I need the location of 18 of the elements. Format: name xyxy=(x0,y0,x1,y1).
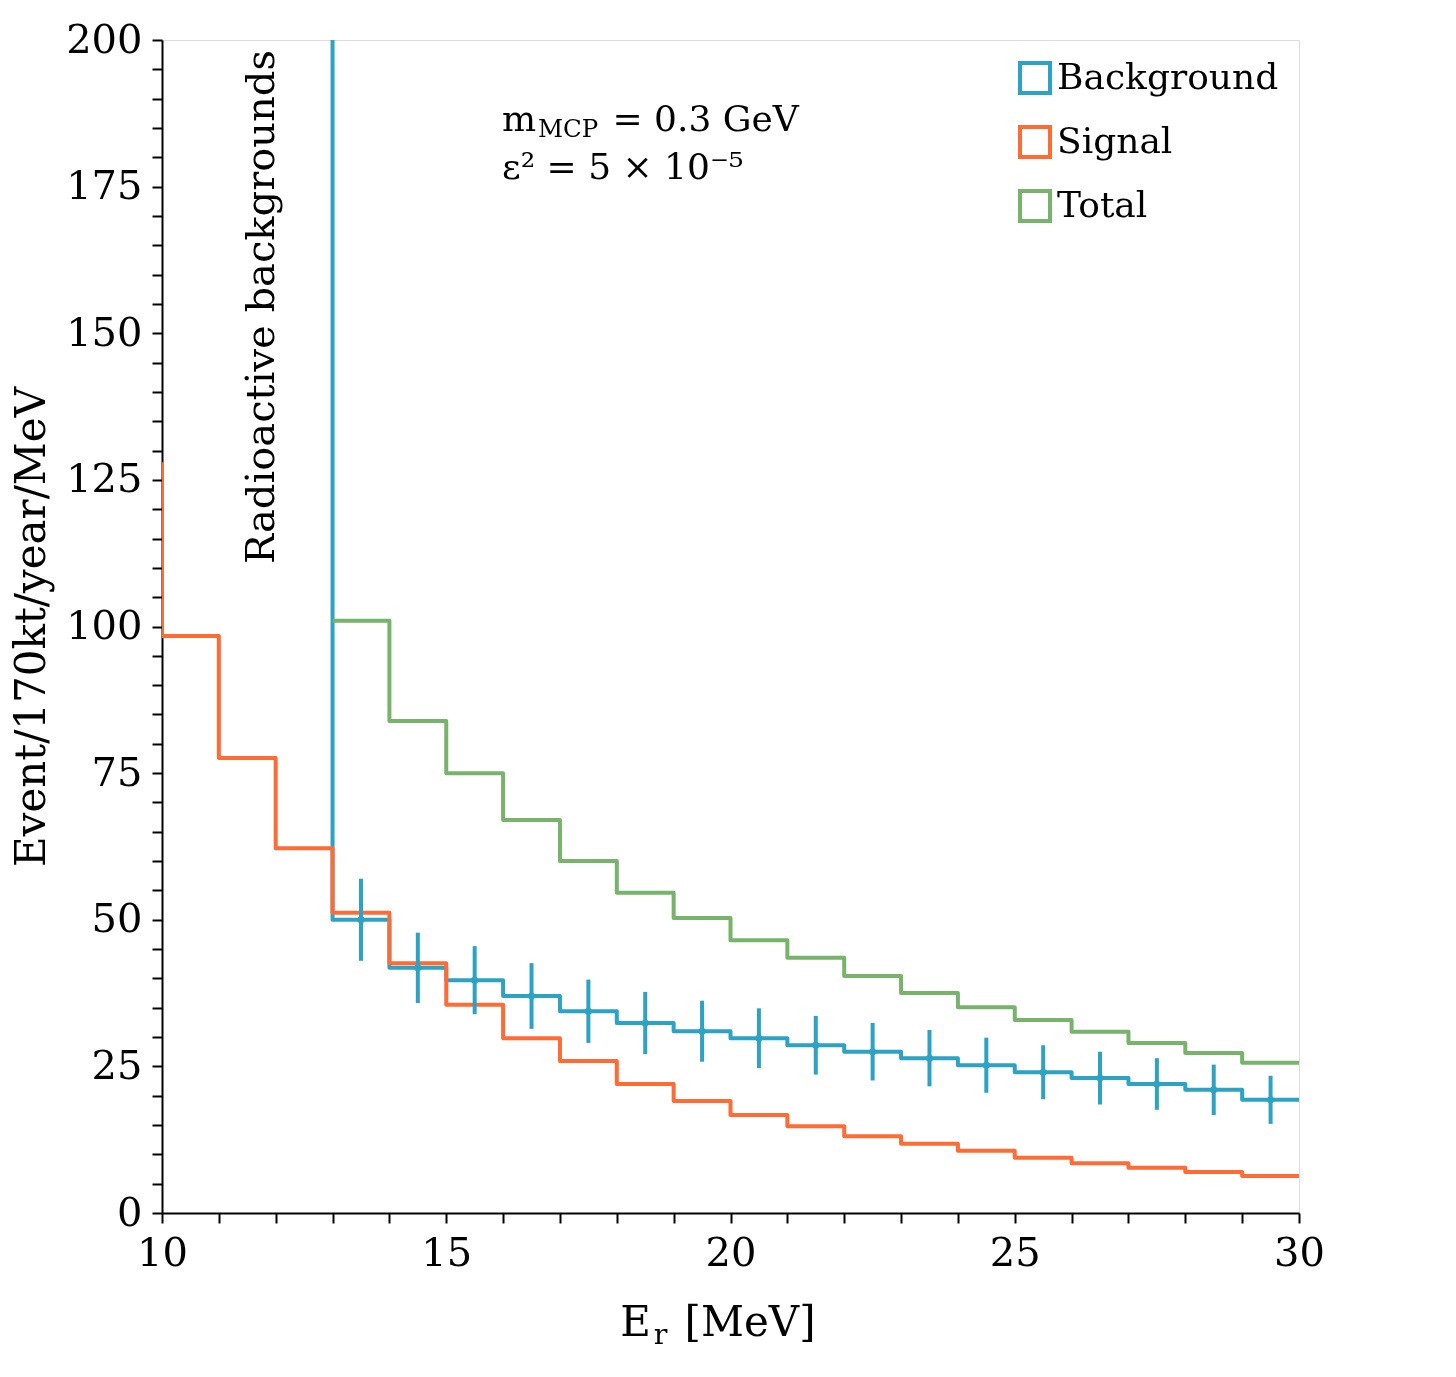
legend-label: Signal xyxy=(1057,120,1173,161)
legend-label: Background xyxy=(1057,56,1279,97)
x-tick-label: 20 xyxy=(705,1228,757,1275)
y-tick-label: 50 xyxy=(91,895,143,942)
y-tick-label: 25 xyxy=(91,1041,143,1088)
y-tick-label: 125 xyxy=(66,455,143,502)
y-tick-label: 200 xyxy=(66,15,143,62)
x-tick-label: 15 xyxy=(421,1228,473,1275)
y-axis-title: Event/170kt/year/MeV xyxy=(6,386,56,868)
annotation: ε² = 5 × 10⁻⁵ xyxy=(502,146,744,187)
x-tick-label: 25 xyxy=(989,1228,1041,1275)
x-tick-label: 30 xyxy=(1274,1228,1325,1275)
y-tick-label: 100 xyxy=(66,602,143,648)
legend-label: Total xyxy=(1057,184,1148,225)
y-tick-label: 175 xyxy=(66,162,143,209)
y-tick-label: 150 xyxy=(66,308,143,355)
annotation: Radioactive backgrounds xyxy=(237,50,283,565)
y-tick-label: 75 xyxy=(91,748,143,795)
